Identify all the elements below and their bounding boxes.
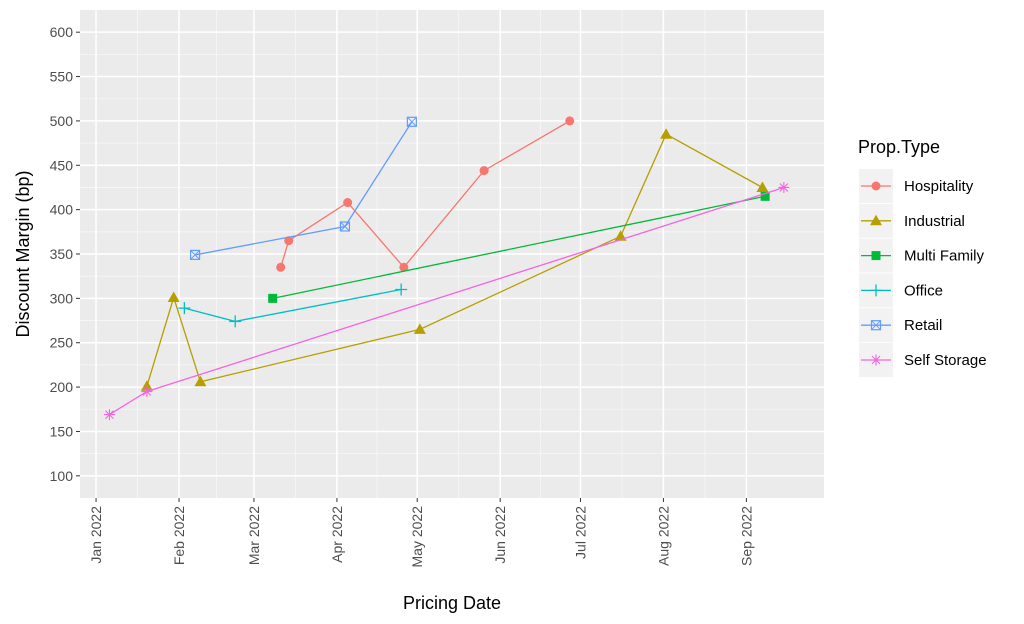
data-point-retail [339, 221, 351, 232]
legend-item-self-storage: Self Storage [859, 343, 987, 377]
legend-label: Multi Family [904, 248, 985, 265]
legend-label: Retail [904, 317, 942, 334]
series-industrial [140, 128, 769, 391]
data-point-self-storage [778, 181, 790, 193]
data-point-multi-family [268, 293, 278, 303]
y-tick-label: 100 [50, 468, 74, 484]
data-point-industrial [413, 323, 426, 334]
data-point-industrial [614, 230, 627, 241]
x-tick-label: Jan 2022 [88, 506, 104, 564]
series-layer [103, 116, 790, 421]
legend-key-marker [871, 181, 881, 191]
y-tick-label: 600 [50, 24, 74, 40]
legend-item-industrial: Industrial [859, 203, 965, 238]
data-point-self-storage [103, 409, 115, 421]
x-tick-label: Apr 2022 [329, 506, 345, 563]
y-tick-label: 350 [50, 246, 74, 262]
data-point-hospitality [565, 116, 575, 126]
data-point-industrial [194, 375, 207, 387]
series-line-multi-family [272, 195, 766, 300]
legend-key-marker [870, 214, 882, 226]
data-point-hospitality [399, 262, 409, 272]
series-office [178, 283, 408, 328]
y-tick-label: 400 [50, 202, 74, 218]
data-point-hospitality [479, 166, 489, 176]
legend-key-marker [870, 320, 882, 331]
data-point-retail [406, 116, 417, 127]
y-tick-label: 300 [50, 290, 74, 306]
y-axis-title: Discount Margin (bp) [13, 170, 33, 337]
legend-key-marker [870, 354, 882, 366]
y-tick-label: 200 [50, 379, 74, 395]
legend-label: Industrial [904, 213, 965, 230]
x-tick-label: Feb 2022 [171, 506, 187, 565]
data-point-hospitality [343, 198, 353, 208]
series-line-hospitality [280, 120, 571, 269]
data-point-hospitality [284, 236, 294, 246]
y-tick-label: 500 [50, 113, 74, 129]
series-hospitality [276, 116, 575, 272]
legend-title: Prop.Type [858, 137, 940, 157]
data-point-industrial [660, 128, 673, 139]
grid-major [80, 10, 824, 498]
series-multi-family [268, 191, 770, 303]
series-self-storage [103, 181, 790, 421]
legend-label: Office [904, 282, 943, 299]
x-tick-label: Mar 2022 [246, 506, 262, 565]
legend: Prop.Type Hospitality Industrial Multi Fam… [858, 137, 987, 377]
legend-label: Hospitality [904, 178, 974, 195]
data-point-office [395, 283, 408, 296]
legend-key-marker [871, 251, 881, 261]
x-tick-label: Jul 2022 [572, 506, 588, 559]
legend-items: Hospitality Industrial Multi Family Office R… [859, 169, 987, 377]
x-tick-label: May 2022 [409, 506, 425, 568]
data-point-retail [189, 249, 201, 260]
x-tick-label: Aug 2022 [655, 506, 671, 566]
data-point-industrial [167, 291, 180, 302]
legend-item-office: Office [859, 273, 943, 308]
data-point-self-storage [141, 386, 153, 398]
legend-key-marker [870, 284, 882, 297]
legend-item-multi-family: Multi Family [859, 238, 985, 273]
x-axis: Jan 2022 Feb 2022 Mar 2022 Apr 2022 May 2022… [88, 498, 754, 567]
data-point-office [229, 315, 242, 328]
x-tick-label: Jun 2022 [492, 506, 508, 564]
data-point-industrial [756, 181, 769, 192]
x-axis-title: Pricing Date [403, 593, 501, 613]
data-point-multi-family [760, 191, 770, 201]
y-tick-label: 550 [50, 69, 74, 85]
legend-item-retail: Retail [859, 308, 942, 343]
y-tick-label: 150 [50, 423, 74, 439]
data-point-hospitality [276, 262, 286, 272]
y-axis: 100 150 200 250 300 350 400 450 500 550 600 [50, 24, 80, 484]
y-tick-label: 250 [50, 335, 74, 351]
legend-item-hospitality: Hospitality [859, 169, 974, 203]
series-retail [189, 116, 417, 260]
y-tick-label: 450 [50, 157, 74, 173]
data-point-office [178, 302, 191, 315]
x-tick-label: Sep 2022 [738, 506, 754, 566]
legend-label: Self Storage [904, 352, 987, 369]
